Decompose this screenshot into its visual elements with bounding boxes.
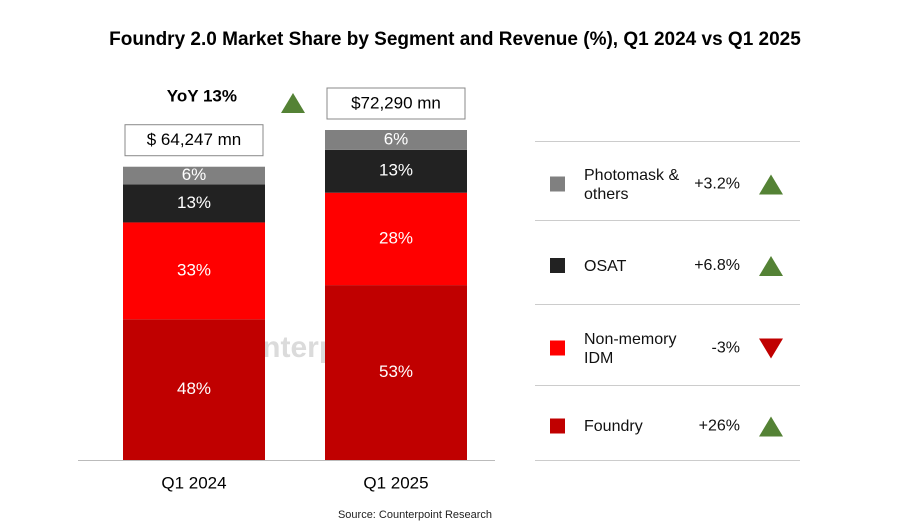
data-label: 6%	[384, 129, 409, 148]
bar-segment	[325, 192, 467, 286]
data-label: 28%	[379, 228, 413, 247]
legend-swatch	[550, 258, 565, 273]
x-tick-label: Q1 2025	[363, 473, 428, 492]
x-tick-label: Q1 2024	[161, 473, 226, 492]
legend-change: +26%	[699, 418, 740, 435]
trend-arrow	[759, 174, 783, 195]
trend-arrow	[759, 256, 783, 276]
data-label: 13%	[379, 161, 413, 180]
total-box	[124, 124, 264, 157]
bar-segment	[123, 184, 265, 223]
trend-arrow	[759, 416, 783, 437]
legend-label: Foundry	[584, 418, 643, 435]
yoy-arrow	[281, 93, 305, 113]
bar-segment	[123, 222, 265, 320]
data-label: 6%	[182, 165, 207, 184]
total-label: $ 64,247 mn	[147, 130, 242, 149]
legend-label: Photomask & others	[584, 166, 680, 203]
data-label: 33%	[177, 260, 211, 279]
total-label: $72,290 mn	[351, 93, 441, 112]
legend-change: +3.2%	[694, 176, 740, 193]
data-label: 48%	[177, 379, 211, 398]
data-label: 53%	[379, 362, 413, 381]
legend-swatch	[550, 340, 565, 356]
legend-swatch	[550, 418, 565, 434]
bar-segment	[325, 285, 467, 460]
legend-change: -3%	[712, 340, 740, 357]
legend-label: OSAT	[584, 257, 627, 275]
source: Source: Counterpoint Research	[338, 509, 492, 521]
bar-segment	[123, 319, 265, 460]
chart-title: Foundry 2.0 Market Share by Segment and …	[109, 29, 801, 50]
trend-arrow	[759, 338, 783, 359]
legend-swatch	[550, 176, 565, 192]
legend-grid	[535, 141, 800, 461]
bar-segment	[325, 149, 467, 193]
bar-segment	[325, 130, 467, 150]
legend-label: Non-memory IDM	[584, 330, 677, 367]
data-label: 13%	[177, 193, 211, 212]
yoy-label: YoY 13%	[167, 86, 237, 105]
legend-change: +6.8%	[694, 257, 740, 274]
total-box	[326, 87, 466, 120]
bar-segment	[123, 166, 265, 185]
